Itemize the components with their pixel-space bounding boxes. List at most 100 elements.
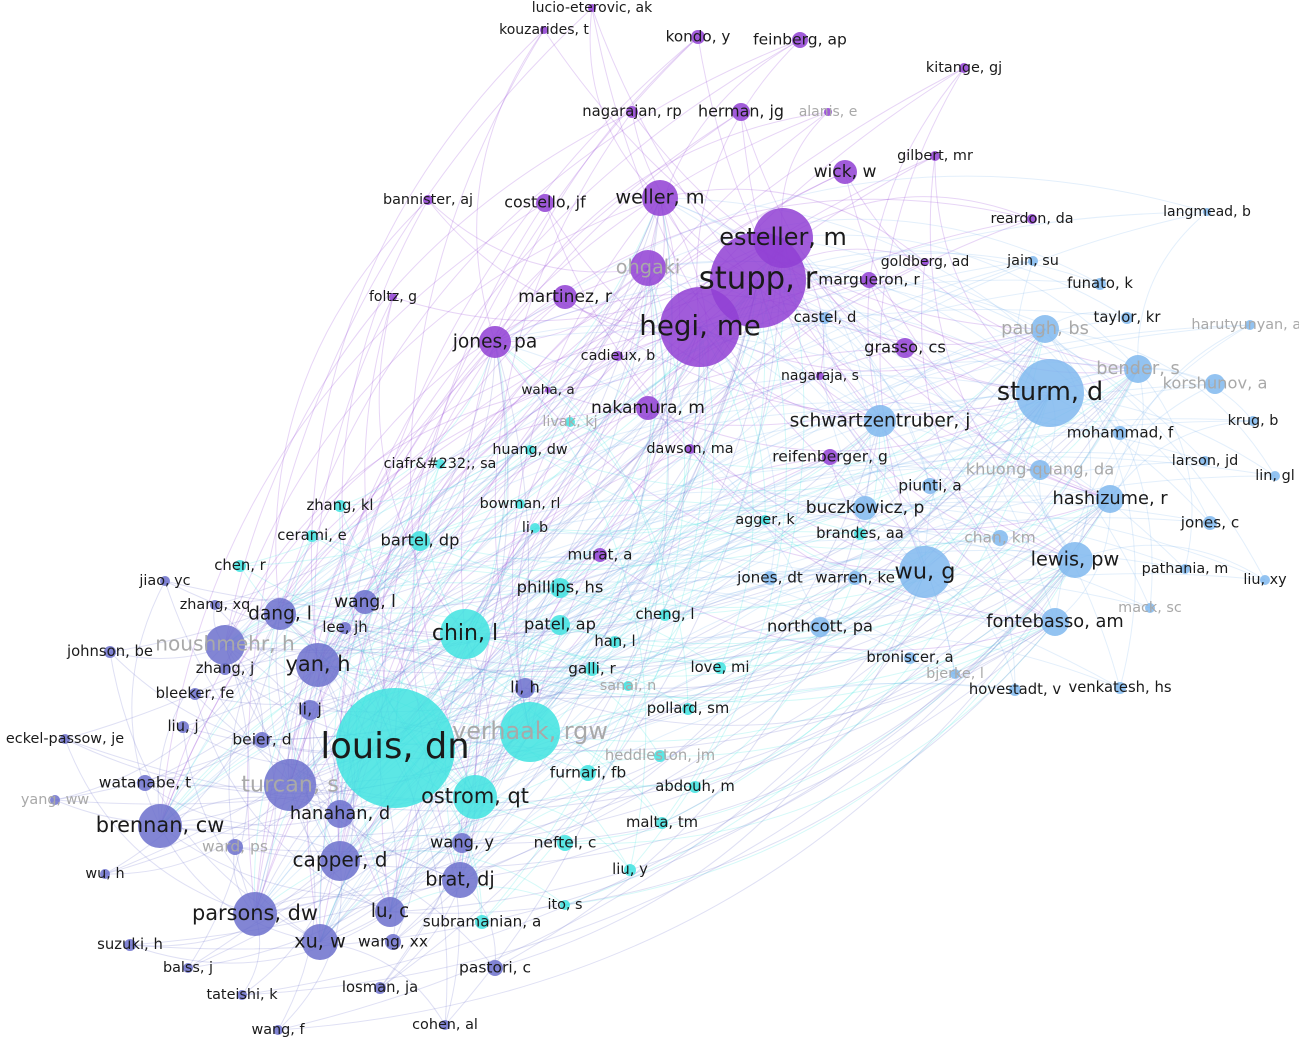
node-label: chan, km (964, 529, 1036, 547)
node-label: galli, r (568, 660, 616, 678)
edge (627, 328, 1046, 687)
edge (279, 368, 1139, 635)
node-label: dawson, ma (646, 441, 733, 457)
edge (194, 693, 476, 800)
node-label: noushmehr, h (155, 632, 294, 656)
edge (319, 267, 649, 943)
node-label: herman, jg (698, 102, 784, 121)
edge (214, 197, 661, 606)
edge (311, 392, 1051, 572)
edge (410, 29, 545, 798)
node-label: cerami, e (277, 527, 346, 544)
node (636, 396, 660, 420)
node-label: liu, j (167, 718, 198, 735)
node (374, 982, 386, 994)
edge (569, 392, 1051, 469)
edge (587, 326, 715, 774)
edge (339, 111, 742, 815)
edge (459, 577, 856, 881)
edge (924, 328, 1046, 573)
edge (529, 449, 1111, 550)
node (816, 372, 824, 380)
edge (64, 621, 1056, 812)
edge (819, 368, 1139, 628)
edge (224, 499, 861, 646)
node-label: foltz, g (369, 289, 417, 305)
edge (159, 539, 1076, 827)
node (992, 530, 1008, 546)
node (613, 351, 623, 361)
edge (389, 641, 616, 913)
node (660, 287, 740, 367)
node (100, 869, 110, 879)
node-label: kondo, y (666, 28, 731, 46)
node (306, 530, 318, 542)
edge (459, 682, 1016, 881)
node-label: jiao, yc (138, 573, 190, 589)
node-label: costello, jf (504, 193, 586, 212)
node-label: buczkowicz, p (806, 498, 925, 518)
node-label: nagaraja, s (781, 368, 859, 384)
edge (254, 328, 1046, 915)
edge (54, 392, 1051, 805)
node (792, 32, 808, 48)
edge (339, 421, 571, 862)
node (410, 531, 430, 551)
node-label: broniscer, a (866, 649, 953, 666)
node-label: warren, ke (815, 569, 895, 587)
edge (697, 36, 1076, 561)
node (335, 688, 455, 808)
edge (224, 309, 1128, 646)
node (930, 151, 940, 161)
node-label: pollard, sm (647, 700, 729, 717)
edge (627, 279, 766, 687)
node-label: cadieux, b (581, 348, 656, 364)
edge (661, 279, 787, 824)
edge (481, 267, 669, 923)
edge (379, 796, 476, 989)
edge (319, 682, 1016, 943)
node-label: piunti, a (898, 477, 962, 495)
node-label: bowman, rl (480, 496, 561, 512)
node (904, 652, 916, 664)
edge (474, 111, 829, 798)
edge (524, 621, 1056, 726)
edge (474, 218, 1033, 798)
edge (224, 197, 661, 670)
edge (659, 197, 1056, 623)
node-label: waha, a (521, 382, 574, 398)
edge (289, 501, 1211, 786)
node (210, 600, 220, 610)
edge (529, 261, 926, 733)
node (479, 326, 511, 358)
edge (187, 644, 250, 969)
node (219, 663, 231, 675)
edge (844, 171, 1111, 500)
node (237, 990, 247, 1000)
node (585, 662, 599, 676)
edge (929, 485, 1056, 623)
node-label: malta, tm (626, 814, 698, 831)
node-label: jain, su (1006, 253, 1059, 269)
node (264, 598, 296, 630)
node-label: wang, f (251, 1022, 305, 1038)
node-label: liu, y (612, 861, 648, 878)
edge (254, 831, 566, 915)
node (1145, 603, 1155, 613)
node-label: abdouh, m (655, 778, 734, 795)
node (763, 571, 777, 585)
edge (459, 67, 965, 881)
node-label: ito, s (547, 897, 582, 913)
node (732, 103, 750, 121)
edge (254, 614, 1056, 915)
edge (389, 375, 821, 913)
edge (241, 498, 1111, 996)
node (442, 862, 478, 898)
node-label: zhang, j (196, 660, 255, 677)
edge (464, 633, 661, 757)
node (334, 500, 346, 512)
edge (241, 368, 1139, 996)
node (1180, 564, 1190, 574)
node-label: tateishi, k (206, 987, 278, 1003)
